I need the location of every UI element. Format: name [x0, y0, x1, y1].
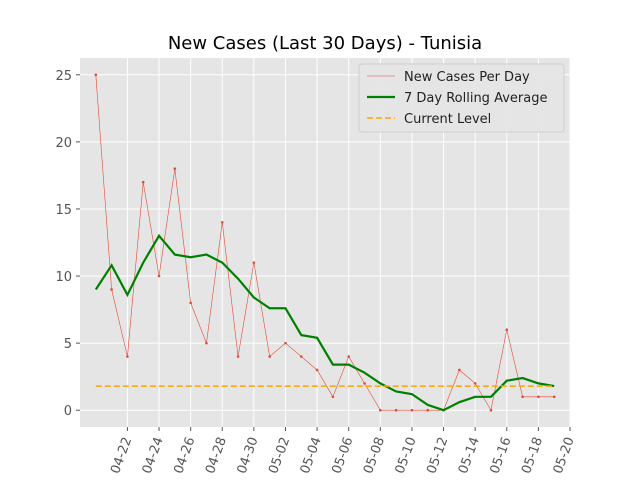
data-point [473, 382, 477, 385]
data-point [94, 73, 98, 77]
data-point [284, 341, 287, 345]
data-point [458, 368, 461, 372]
series-line [95, 74, 555, 412]
y-tick-label: 20 [55, 136, 72, 151]
y-tick-label: 10 [55, 270, 72, 285]
legend-label: Current Level [404, 112, 491, 127]
data-point [268, 355, 271, 358]
data-point [489, 408, 493, 412]
data-point [426, 408, 430, 412]
data-point [220, 221, 224, 224]
chart-title: New Cases (Last 30 Days) - Tunisia [168, 33, 482, 54]
y-tick-label: 25 [55, 69, 72, 84]
data-point [299, 355, 303, 358]
data-point [157, 274, 161, 278]
data-point [347, 355, 351, 358]
data-point [173, 167, 177, 170]
data-point [252, 261, 256, 264]
data-point [189, 301, 192, 305]
data-point [205, 341, 208, 345]
data-point [141, 180, 145, 184]
series-line [94, 233, 555, 412]
data-point [394, 408, 398, 412]
data-point [410, 408, 414, 412]
legend-label: New Cases Per Day [404, 70, 530, 85]
data-point [505, 328, 509, 332]
data-point [537, 395, 540, 399]
data-point [379, 408, 382, 412]
data-point [521, 395, 524, 399]
data-point [552, 395, 556, 399]
y-tick-label: 5 [64, 337, 72, 352]
data-point [110, 288, 113, 291]
legend-box [358, 63, 565, 133]
legend-label: 7 Day Rolling Average [404, 91, 547, 106]
data-point [363, 382, 366, 385]
y-tick-label: 15 [55, 203, 72, 218]
data-point [315, 368, 319, 372]
data-point [126, 355, 129, 358]
y-tick-label: 0 [64, 404, 72, 419]
data-point [236, 355, 240, 358]
data-point [331, 395, 335, 399]
